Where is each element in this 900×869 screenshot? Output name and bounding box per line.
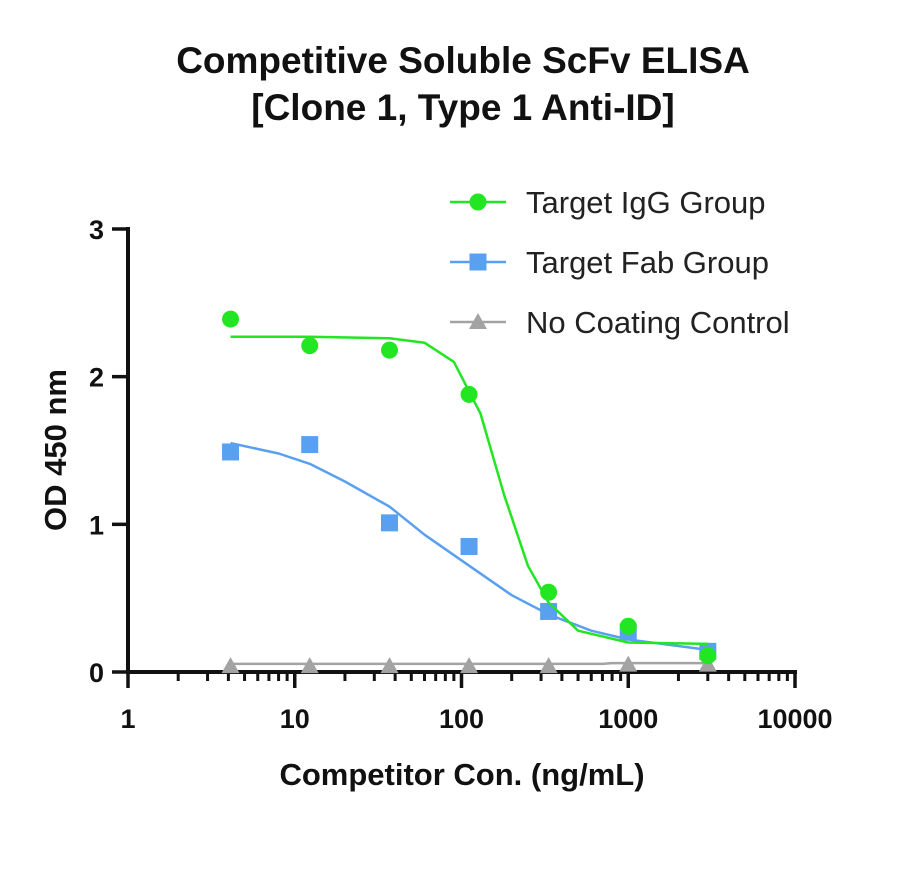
target-fab-group-point <box>301 436 319 454</box>
x-tick-label: 10 <box>280 704 310 734</box>
legend-marker-no-coating-control <box>469 313 487 329</box>
series-layer <box>221 310 717 674</box>
y-tick-label: 2 <box>89 363 104 393</box>
x-tick-label: 10000 <box>757 704 832 734</box>
x-tick-label: 1000 <box>598 704 658 734</box>
target-fab-group-fit-curve <box>230 441 708 652</box>
target-igg-group-point <box>619 617 637 635</box>
series-target-igg-group <box>222 310 717 665</box>
no-coating-control-point <box>460 657 479 674</box>
legend-marker-target-igg-group <box>469 193 487 211</box>
x-tick-label: 1 <box>120 704 135 734</box>
y-tick-label: 1 <box>89 510 104 540</box>
legend-label-no-coating-control: No Coating Control <box>526 305 790 340</box>
x-axis-title: Competitor Con. (ng/mL) <box>279 757 644 792</box>
target-igg-group-point <box>380 341 398 359</box>
no-coating-control-point <box>300 657 319 674</box>
target-igg-group-fit-curve <box>230 335 708 646</box>
legend: Target IgG Group Target Fab Group No Coati… <box>450 185 790 340</box>
chart-title-line-2: [Clone 1, Type 1 Anti-ID] <box>251 87 674 128</box>
x-tick-label: 100 <box>439 704 484 734</box>
target-igg-group-point <box>301 337 319 355</box>
no-coating-control-point <box>619 655 638 672</box>
y-tick-label: 3 <box>89 215 104 245</box>
no-coating-control-point <box>380 657 399 674</box>
no-coating-control-fit-curve <box>230 661 708 666</box>
target-igg-group-point <box>540 583 558 601</box>
legend-marker-target-fab-group <box>469 253 487 271</box>
target-igg-group-point <box>460 385 478 403</box>
target-igg-group-point <box>699 647 717 665</box>
series-target-fab-group <box>222 436 717 660</box>
target-fab-group-point <box>380 514 398 532</box>
series-no-coating-control <box>221 655 717 674</box>
target-igg-group-point <box>222 310 240 328</box>
y-tick-label: 0 <box>89 658 104 688</box>
legend-label-target-igg-group: Target IgG Group <box>526 185 766 220</box>
legend-label-target-fab-group: Target Fab Group <box>526 245 769 280</box>
target-fab-group-point <box>540 602 558 620</box>
target-fab-group-point <box>460 537 478 555</box>
chart-title-line-1: Competitive Soluble ScFv ELISA <box>176 40 750 81</box>
target-fab-group-point <box>222 443 240 461</box>
no-coating-control-point <box>221 657 240 674</box>
y-axis-title: OD 450 nm <box>38 369 73 531</box>
no-coating-control-point <box>539 657 558 674</box>
